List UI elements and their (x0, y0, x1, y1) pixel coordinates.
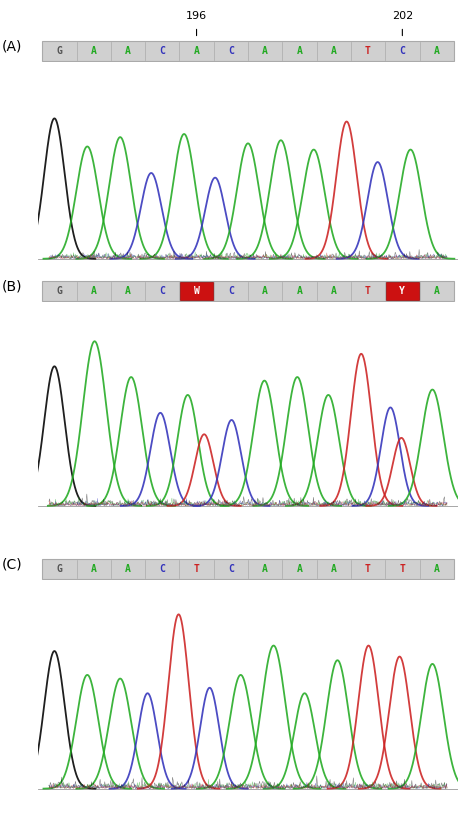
Text: A: A (297, 46, 302, 56)
Text: (C): (C) (2, 558, 23, 572)
Text: C: C (159, 46, 165, 56)
Text: (A): (A) (2, 40, 22, 54)
Text: A: A (262, 286, 268, 296)
Text: A: A (297, 286, 302, 296)
Text: C: C (228, 46, 234, 56)
Text: A: A (193, 46, 200, 56)
Text: A: A (91, 564, 97, 574)
Text: C: C (159, 564, 165, 574)
Text: A: A (331, 286, 337, 296)
Text: A: A (125, 46, 131, 56)
Text: 202: 202 (392, 11, 413, 20)
Text: G: G (56, 46, 62, 56)
Bar (386, 282, 419, 300)
Text: (B): (B) (2, 280, 22, 294)
Text: W: W (193, 286, 200, 296)
Text: Y: Y (400, 286, 405, 296)
Text: C: C (228, 286, 234, 296)
Text: C: C (400, 46, 405, 56)
Text: 196: 196 (186, 11, 207, 20)
Text: G: G (56, 286, 62, 296)
Text: C: C (159, 286, 165, 296)
Text: A: A (331, 564, 337, 574)
Text: A: A (434, 564, 439, 574)
Text: A: A (91, 286, 97, 296)
Text: A: A (262, 46, 268, 56)
Text: A: A (125, 564, 131, 574)
Text: A: A (91, 46, 97, 56)
Text: A: A (434, 46, 439, 56)
Text: T: T (400, 564, 405, 574)
Text: A: A (262, 564, 268, 574)
Text: T: T (365, 286, 371, 296)
Text: A: A (297, 564, 302, 574)
Text: A: A (434, 286, 439, 296)
Text: T: T (193, 564, 200, 574)
Text: T: T (365, 564, 371, 574)
Text: G: G (56, 564, 62, 574)
Text: A: A (331, 46, 337, 56)
Text: A: A (125, 286, 131, 296)
Text: T: T (365, 46, 371, 56)
Bar (180, 282, 213, 300)
Text: C: C (228, 564, 234, 574)
